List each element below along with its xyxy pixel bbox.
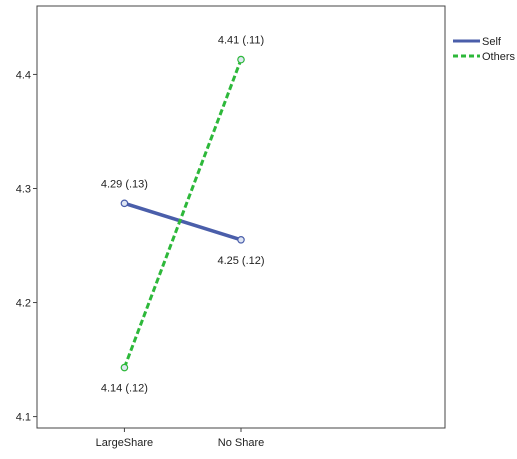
y-tick-label: 4.2 <box>16 298 31 310</box>
x-tick-label: No Share <box>218 437 264 449</box>
data-point-self <box>120 199 129 208</box>
data-label-self: 4.29 (.13) <box>101 178 148 190</box>
y-tick-label: 4.3 <box>16 183 31 195</box>
plot-frame <box>36 5 446 429</box>
data-point-others <box>237 55 245 64</box>
data-point-others <box>120 363 129 372</box>
data-point-self <box>237 236 245 244</box>
x-tick-label: LargeShare <box>96 437 154 449</box>
series-line-others <box>123 59 243 369</box>
legend-label-self: Self <box>482 36 502 48</box>
data-label-layer: 4.29 (.13) 4.25 (.12) 4.14 (.12) 4.41 (.11) <box>101 35 265 395</box>
data-label-others: 4.41 (.11) <box>218 35 264 47</box>
series-line-self <box>123 201 242 242</box>
data-label-others: 4.14 (.12) <box>101 383 148 395</box>
legend: Self Others <box>453 36 516 63</box>
legend-label-others: Others <box>482 51 516 63</box>
y-tick-label: 4.1 <box>16 412 31 424</box>
data-label-self: 4.25 (.12) <box>217 255 264 267</box>
series-layer <box>120 55 245 372</box>
y-tick-label: 4.4 <box>16 69 31 81</box>
axis-layer: 4.1 4.2 4.3 4.4 LargeShare No Share <box>16 69 265 449</box>
